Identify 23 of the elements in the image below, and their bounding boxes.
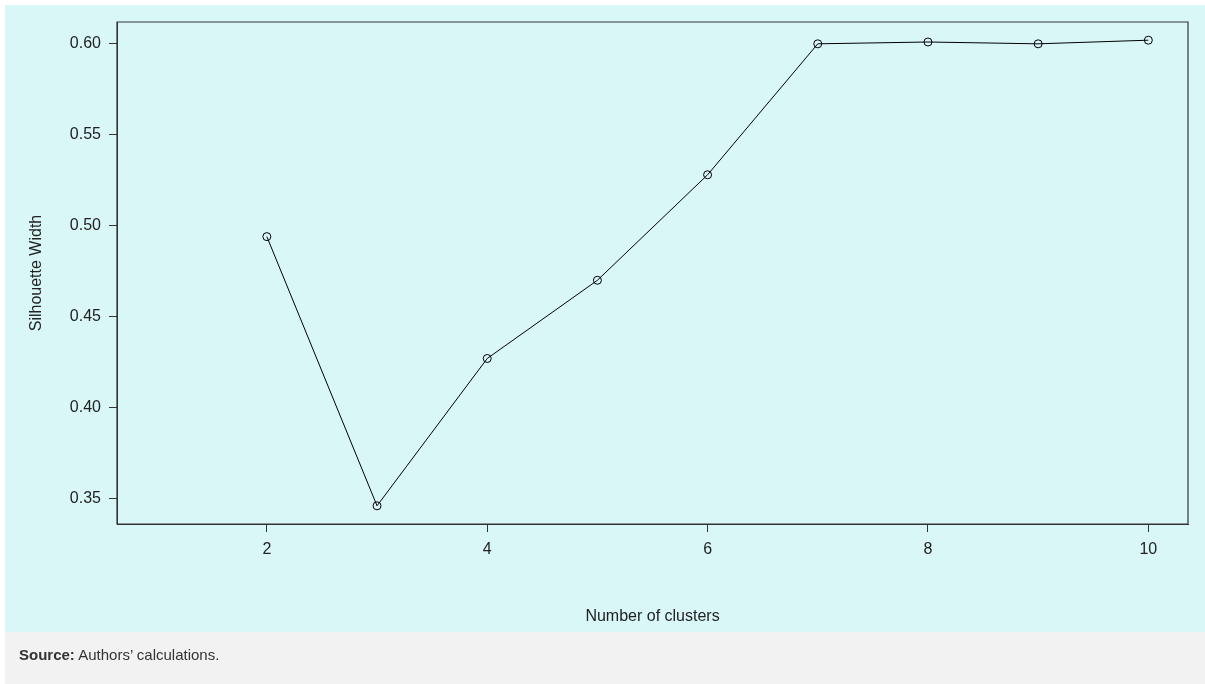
y-tick-label: 0.50 [69,216,102,234]
point [592,275,602,285]
y-tick-label: 0.55 [69,125,102,143]
y-axis-title: Silhouette Width [27,214,45,332]
point [813,39,823,49]
x-tick-label: 2 [262,540,272,558]
point [1033,39,1043,49]
y-tick-label: 0.40 [69,398,102,415]
x-axis-title: Number of clusters [585,606,720,624]
x-tick-label: 6 [703,540,713,558]
point [482,353,492,363]
point [1143,35,1153,45]
y-tick-label: 0.60 [69,34,102,52]
y-tick-label: 0.35 [69,488,102,506]
x-tick-label: 8 [923,540,933,558]
point [262,232,272,242]
point [372,501,382,511]
point [923,37,933,47]
y-tick-label: 0.45 [69,307,102,325]
x-tick-label: 10 [1139,540,1158,558]
source-note: Source: Authors’ calculations. [19,646,220,663]
point [703,170,713,180]
x-tick-label: 4 [482,540,492,558]
